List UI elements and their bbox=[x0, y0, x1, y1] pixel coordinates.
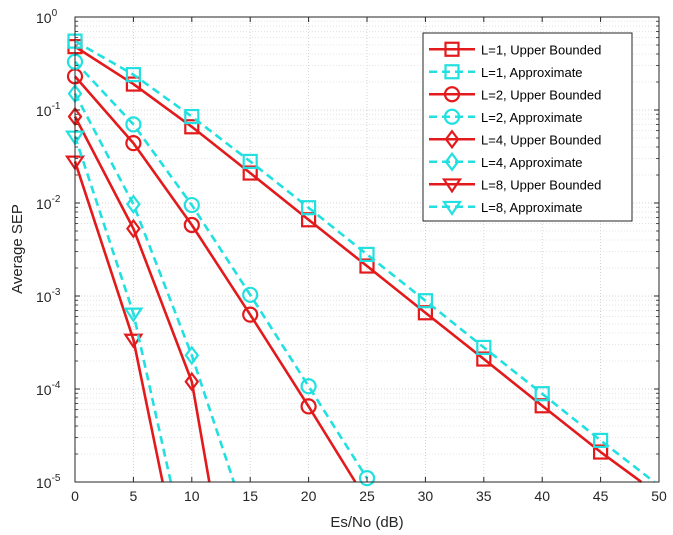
y-tick-label: 10-3 bbox=[36, 287, 61, 305]
data-point bbox=[123, 307, 144, 323]
legend-label: L=4, Approximate bbox=[481, 155, 583, 170]
legend-entry: L=8, Approximate bbox=[429, 200, 583, 216]
data-point bbox=[300, 398, 317, 415]
legend-label: L=2, Upper Bounded bbox=[481, 87, 601, 102]
x-axis-label: Es/No (dB) bbox=[330, 514, 403, 531]
data-point bbox=[184, 119, 200, 135]
series-line bbox=[74, 75, 357, 483]
series-line bbox=[73, 161, 164, 483]
data-point bbox=[125, 135, 142, 152]
x-tick-label: 25 bbox=[359, 488, 375, 504]
legend-entry: L=8, Upper Bounded bbox=[429, 177, 601, 194]
y-tick-label: 10-2 bbox=[36, 194, 61, 212]
legend-entry: L=1, Approximate bbox=[429, 64, 583, 80]
y-tick-label: 10-4 bbox=[36, 380, 61, 398]
legend-marker bbox=[444, 129, 460, 150]
axis-ticks: 0 5 10 15 20 25 30 35 40 45 50 100 10-1 10-2 10-3 10-4 1… bbox=[36, 8, 667, 504]
legend-label: L=1, Approximate bbox=[481, 65, 583, 80]
data-point bbox=[184, 108, 200, 125]
legend-entry: L=2, Upper Bounded bbox=[429, 86, 601, 103]
legend-entry: L=4, Upper Bounded bbox=[429, 129, 601, 150]
data-point bbox=[358, 470, 376, 487]
legend: L=1, Upper Bounded L=1, Approximate L=2, U… bbox=[422, 32, 633, 222]
data-point bbox=[592, 432, 609, 449]
data-point bbox=[183, 216, 200, 234]
data-point bbox=[476, 339, 492, 356]
x-tick-label: 0 bbox=[71, 488, 79, 504]
data-point bbox=[126, 194, 141, 215]
data-point bbox=[359, 246, 375, 263]
series-line bbox=[73, 93, 236, 483]
series-line bbox=[74, 60, 369, 479]
legend-marker bbox=[444, 64, 460, 80]
legend-box bbox=[422, 32, 633, 222]
data-point bbox=[417, 293, 433, 309]
data-point bbox=[301, 200, 317, 216]
series-line bbox=[74, 45, 643, 484]
legend-entry: L=4, Approximate bbox=[429, 151, 583, 172]
x-tick-label: 15 bbox=[242, 488, 258, 504]
legend-marker bbox=[441, 200, 463, 216]
data-point bbox=[242, 286, 259, 303]
y-tick-label: 10-1 bbox=[36, 101, 61, 119]
y-tick-label: 100 bbox=[36, 8, 58, 26]
x-tick-label: 35 bbox=[476, 488, 492, 504]
x-tick-label: 40 bbox=[534, 488, 550, 504]
data-point bbox=[123, 333, 144, 349]
x-tick-label: 30 bbox=[418, 488, 434, 504]
legend-entry: L=1, Upper Bounded bbox=[429, 41, 601, 57]
data-point bbox=[125, 76, 142, 92]
x-tick-label: 10 bbox=[184, 488, 200, 504]
data-point bbox=[125, 67, 142, 83]
data-point bbox=[184, 345, 200, 366]
legend-label: L=4, Upper Bounded bbox=[481, 132, 601, 147]
legend-label: L=2, Approximate bbox=[481, 110, 583, 125]
data-point bbox=[534, 386, 550, 402]
legend-label: L=8, Approximate bbox=[481, 200, 583, 215]
legend-entry: L=2, Approximate bbox=[429, 108, 583, 125]
data-point bbox=[242, 153, 258, 170]
x-tick-label: 5 bbox=[130, 488, 138, 504]
data-point bbox=[476, 351, 492, 367]
x-tick-label: 20 bbox=[301, 488, 317, 504]
data-point bbox=[242, 306, 259, 323]
data-point bbox=[592, 444, 609, 460]
legend-marker bbox=[444, 41, 460, 57]
x-tick-label: 45 bbox=[593, 488, 609, 504]
legend-label: L=8, Upper Bounded bbox=[481, 177, 601, 192]
series-line bbox=[73, 136, 173, 483]
data-point bbox=[126, 218, 141, 239]
legend-marker bbox=[441, 178, 463, 194]
data-point bbox=[359, 258, 375, 274]
series-group bbox=[64, 33, 656, 487]
data-point bbox=[184, 371, 200, 392]
legend-marker bbox=[444, 151, 460, 172]
data-point bbox=[125, 116, 142, 133]
data-point bbox=[300, 378, 317, 395]
legend-marker bbox=[443, 108, 461, 125]
data-point bbox=[183, 196, 200, 214]
data-point bbox=[242, 165, 258, 181]
x-tick-label: 50 bbox=[651, 488, 667, 504]
y-tick-label: 10-5 bbox=[36, 473, 61, 491]
legend-marker bbox=[443, 86, 461, 103]
series-1 bbox=[67, 39, 643, 484]
legend-label: L=1, Upper Bounded bbox=[481, 42, 601, 57]
series-line bbox=[73, 115, 211, 483]
y-axis-label: Average SEP bbox=[9, 204, 26, 294]
